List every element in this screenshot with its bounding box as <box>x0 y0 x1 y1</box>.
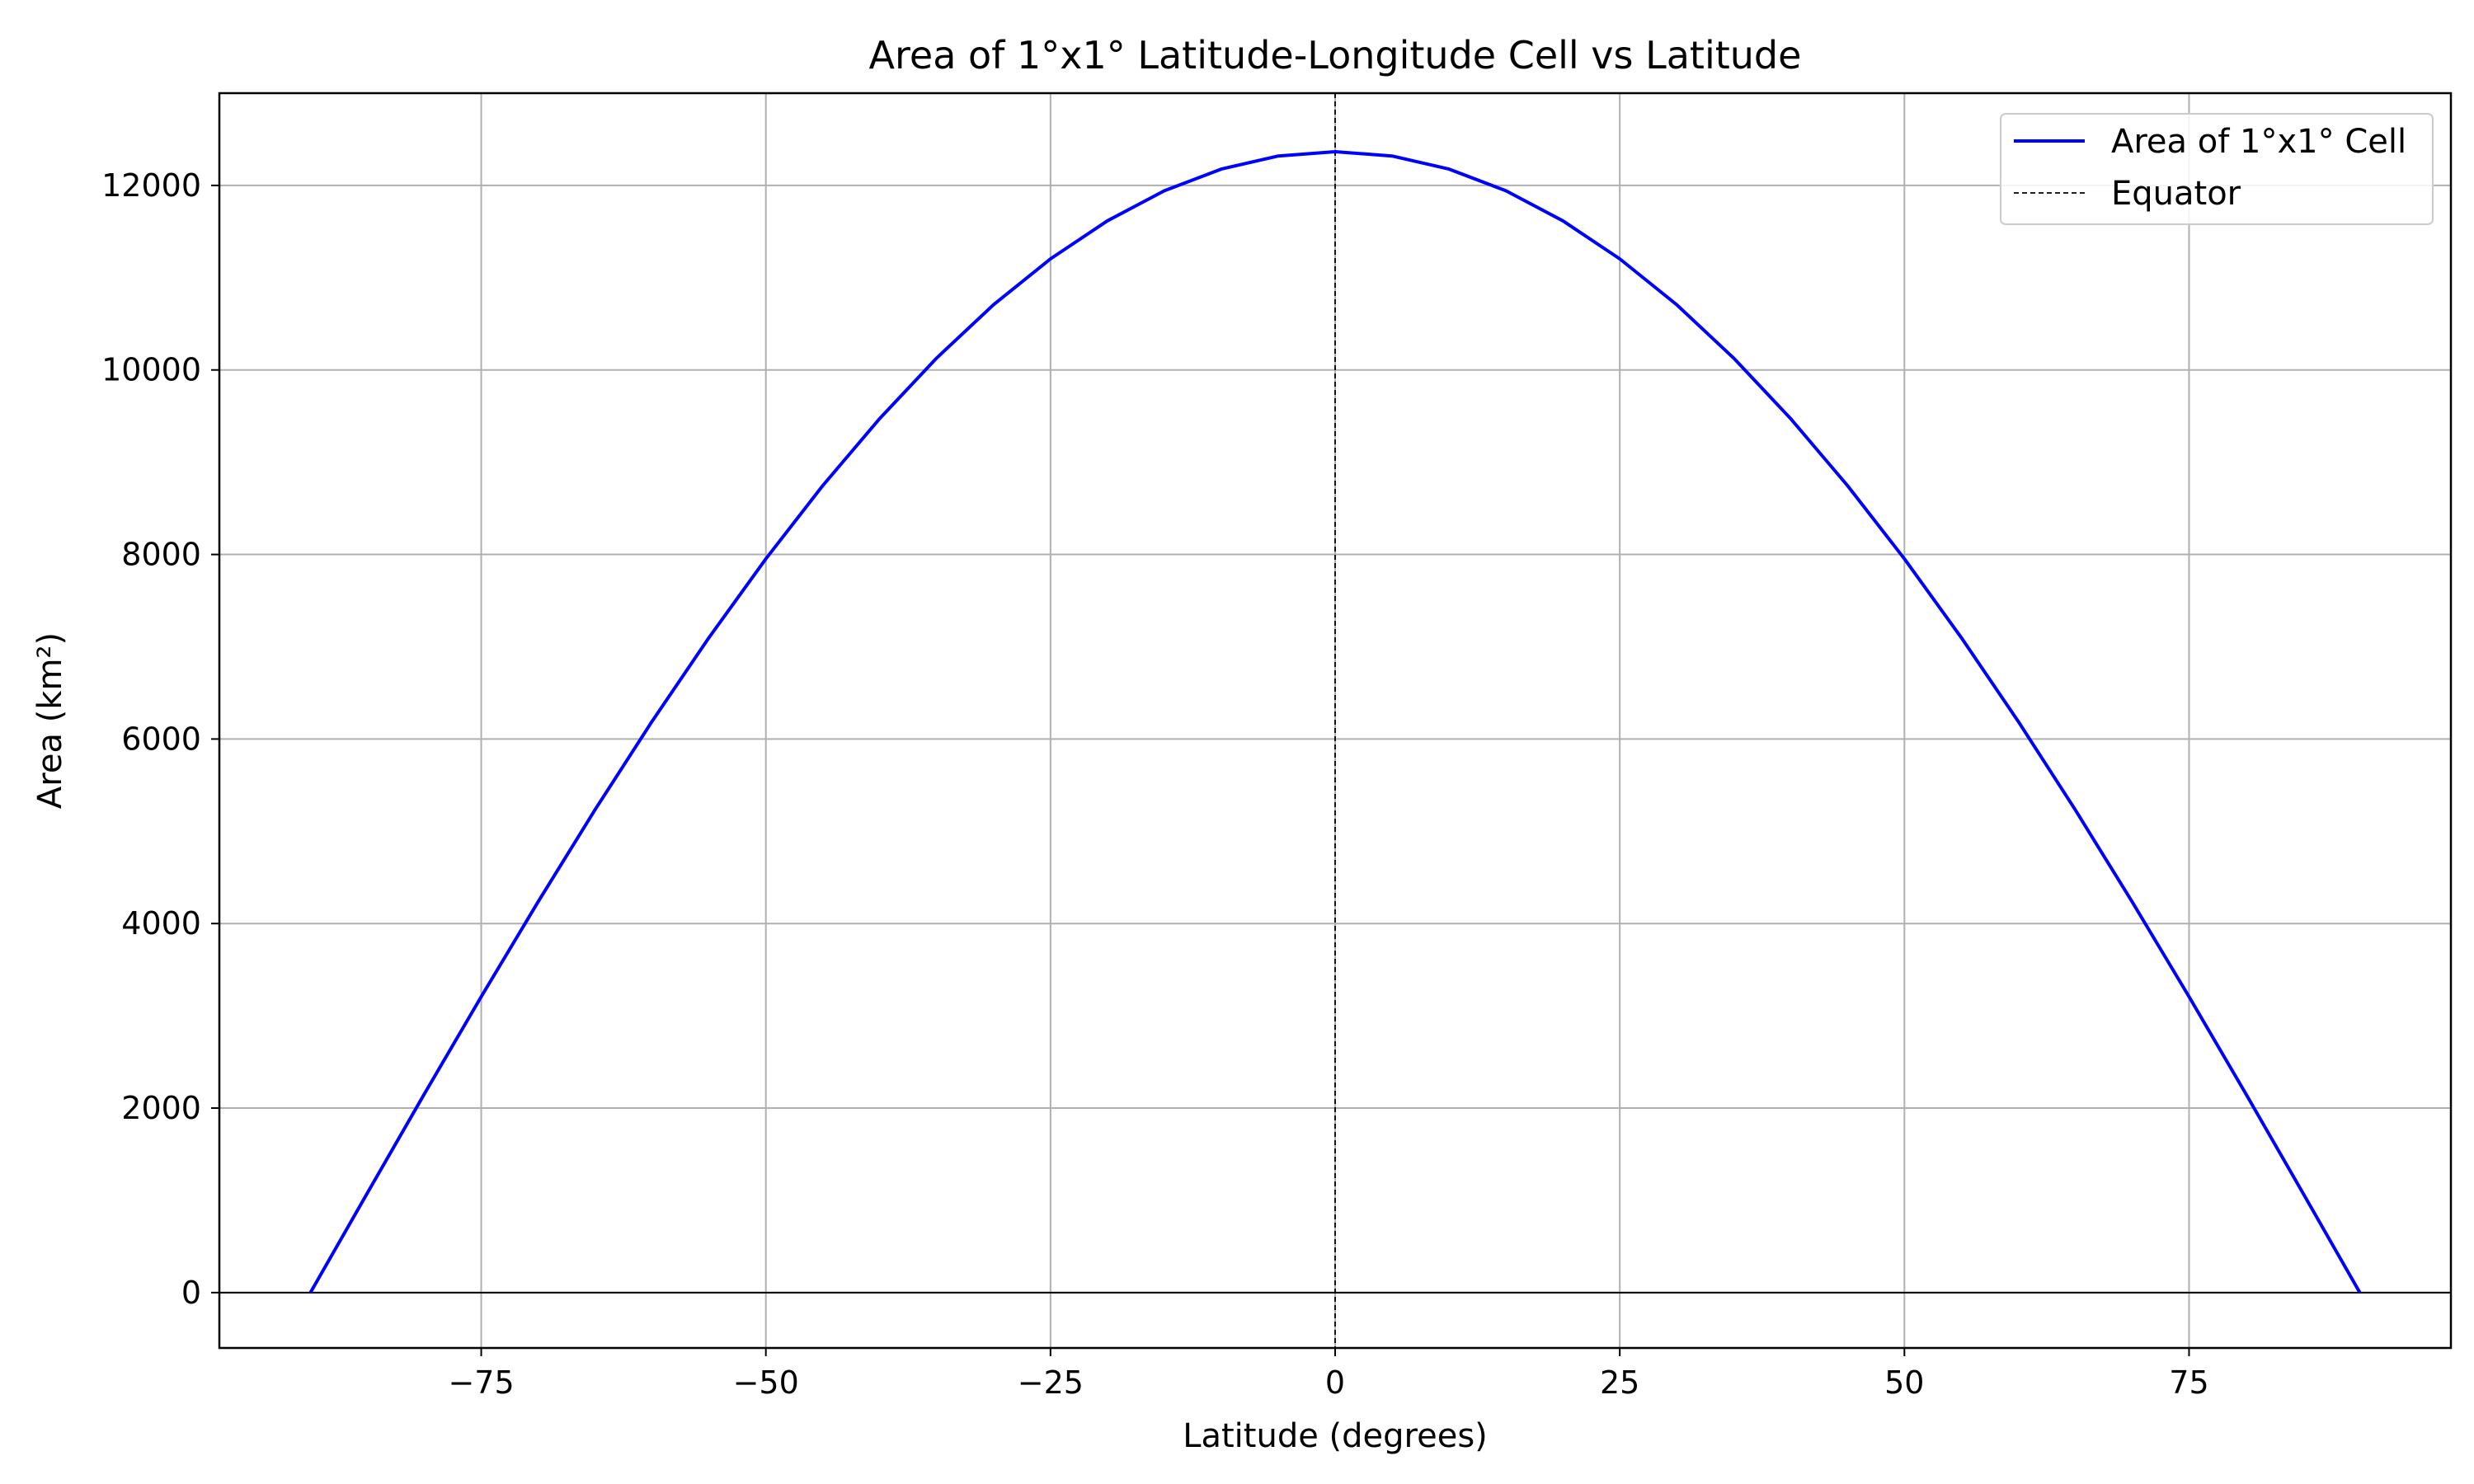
y-tick-label: 10000 <box>101 352 201 388</box>
y-tick-label: 8000 <box>121 537 201 573</box>
y-tick-label: 4000 <box>121 905 201 942</box>
legend-label: Equator <box>2111 175 2241 213</box>
y-tick-label: 0 <box>181 1275 201 1311</box>
chart-title: Area of 1°x1° Latitude-Longitude Cell vs… <box>869 33 1802 77</box>
x-tick-label: −50 <box>733 1364 799 1401</box>
y-axis-label: Area (km²) <box>31 632 69 809</box>
x-tick-label: −25 <box>1018 1364 1084 1401</box>
x-axis-label: Latitude (degrees) <box>1183 1417 1488 1455</box>
x-tick-label: 50 <box>1884 1364 1924 1401</box>
legend-label: Area of 1°x1° Cell <box>2111 123 2406 161</box>
axis-ticks: −75 −50 −25 0 25 50 75 0 2000 4000 6000 8000 10000 12… <box>101 167 2209 1401</box>
reference-lines <box>219 93 2451 1348</box>
y-tick-label: 2000 <box>121 1090 201 1126</box>
legend: Area of 1°x1° Cell Equator <box>2000 113 2434 225</box>
legend-box <box>2000 113 2434 225</box>
series-layer <box>308 150 2362 1294</box>
x-tick-label: 0 <box>1325 1364 1345 1401</box>
y-tick-label: 6000 <box>121 721 201 757</box>
x-tick-label: 75 <box>2169 1364 2208 1401</box>
y-tick-label: 12000 <box>101 167 201 204</box>
x-tick-label: −75 <box>448 1364 514 1401</box>
series-line-area <box>308 150 2362 1294</box>
x-tick-label: 25 <box>1600 1364 1639 1401</box>
